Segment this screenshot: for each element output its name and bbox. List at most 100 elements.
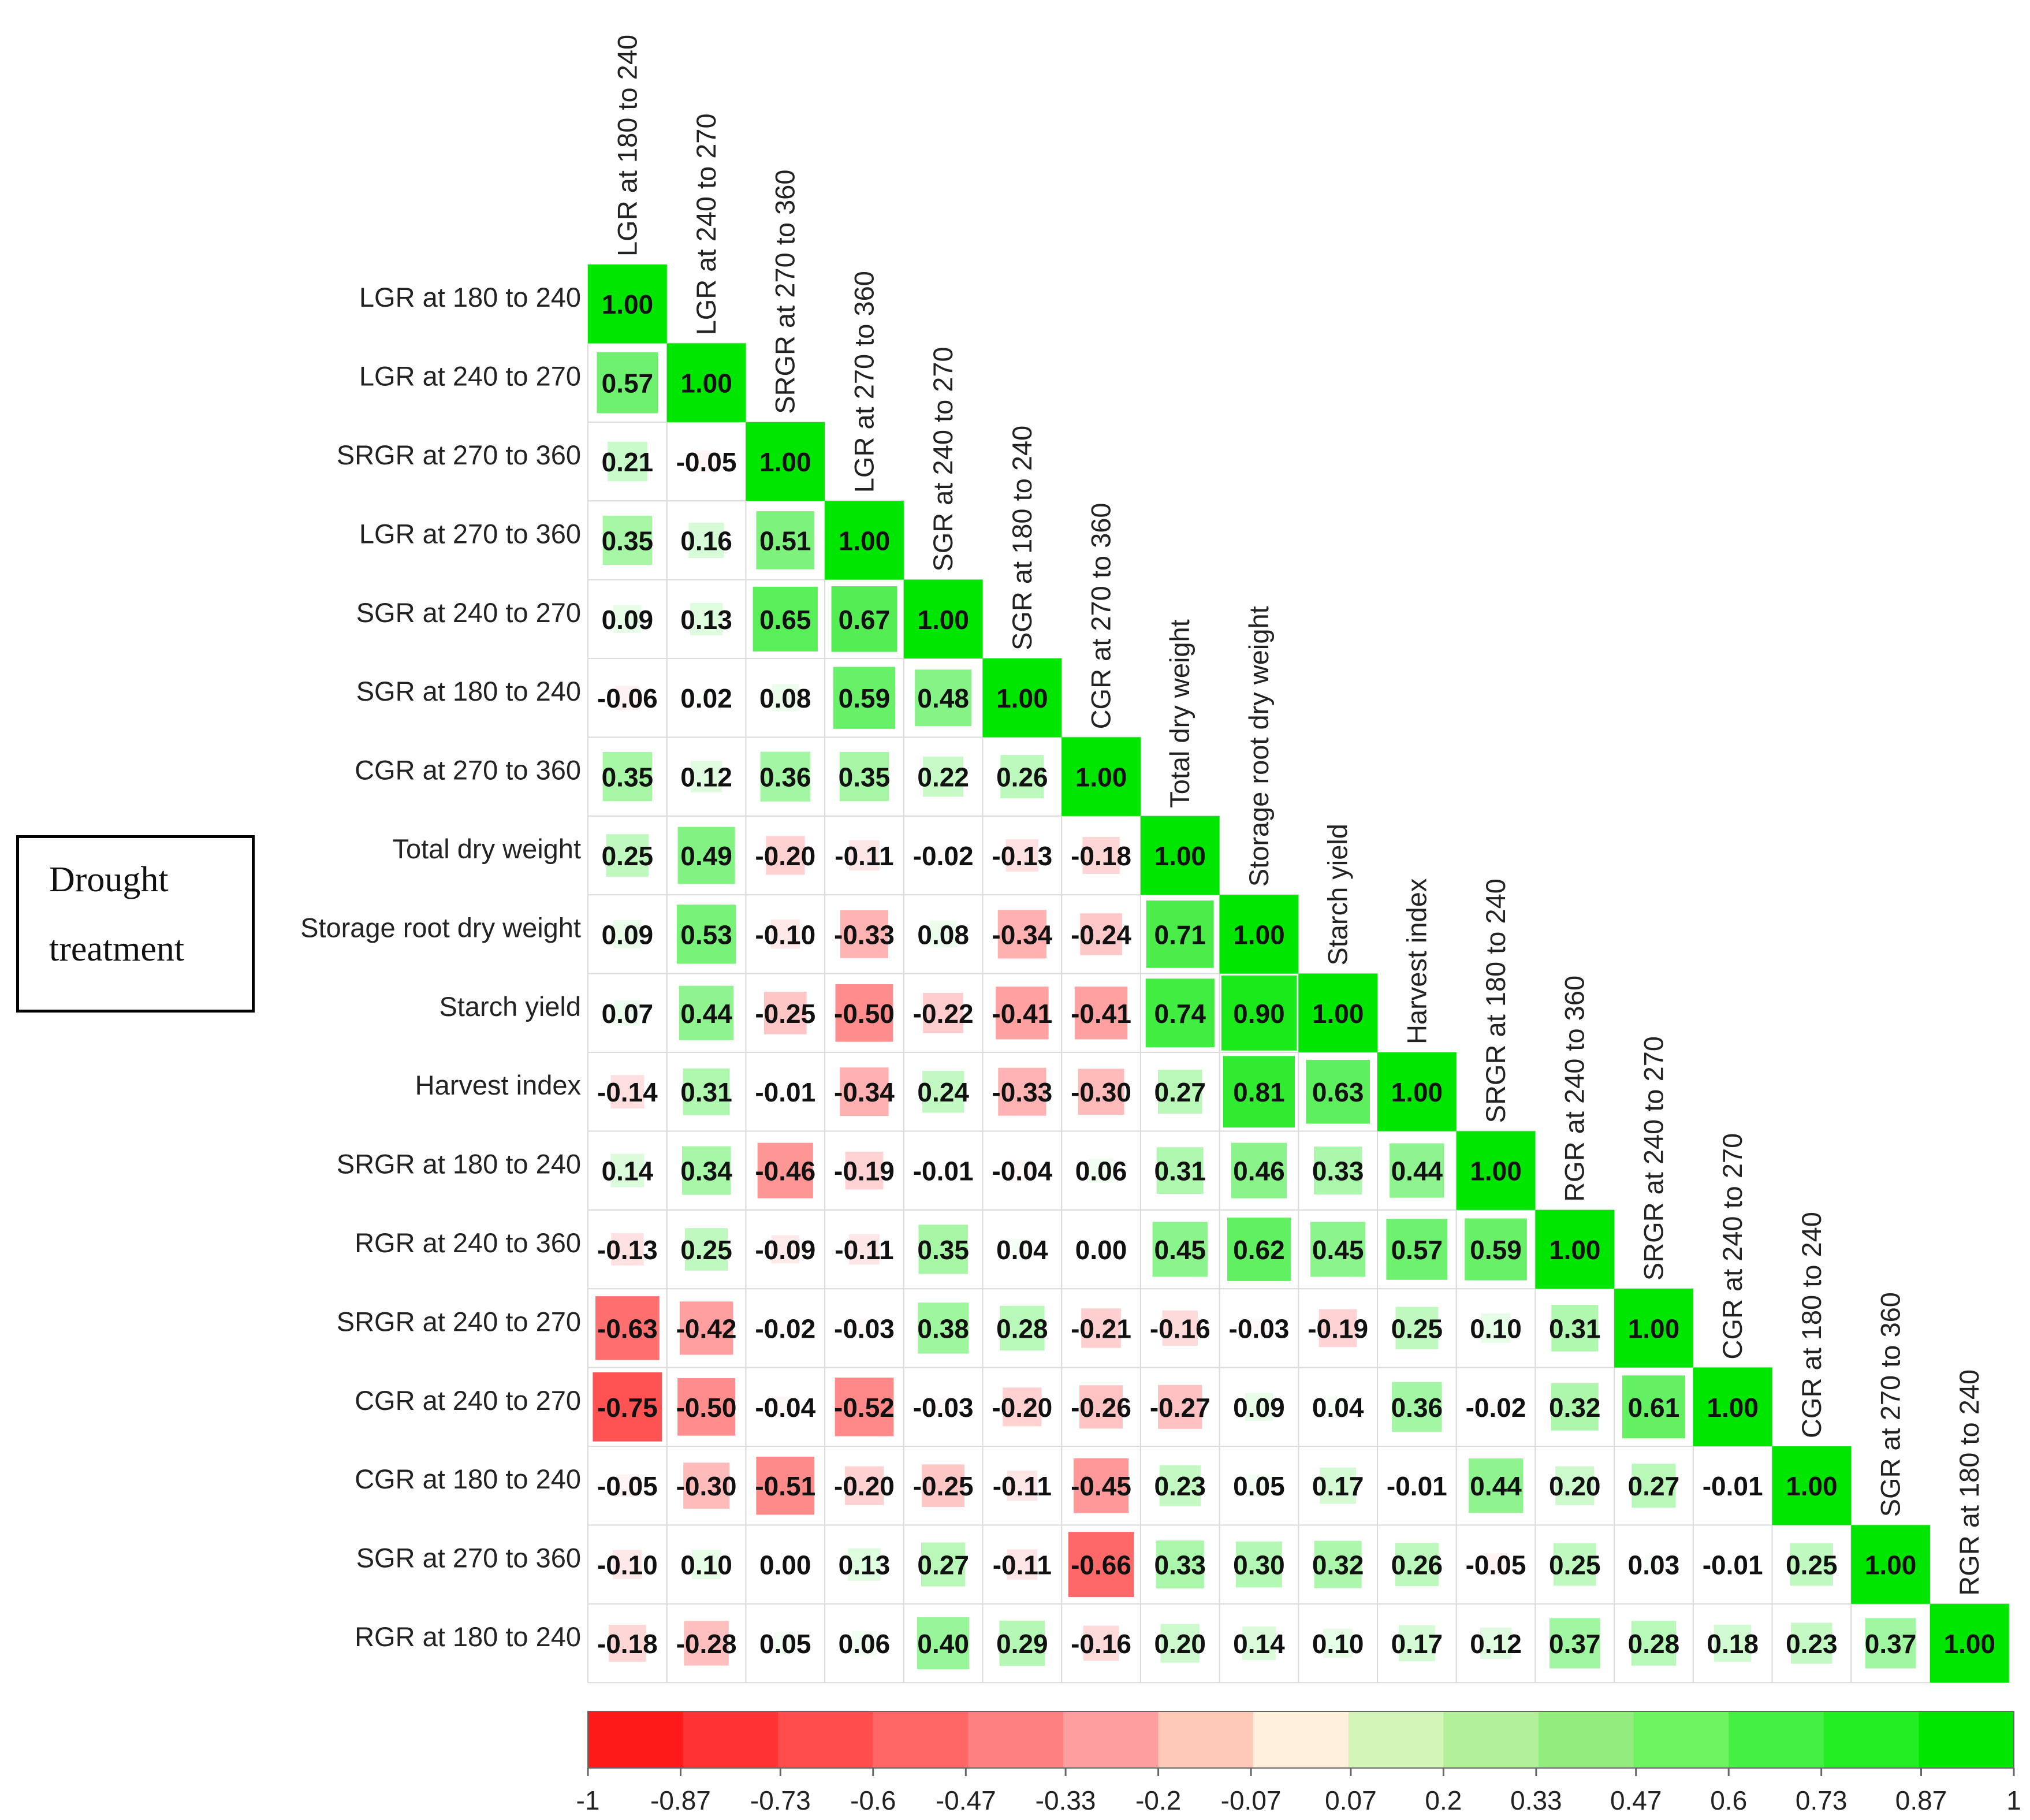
corr-cell — [1223, 1056, 1295, 1128]
corr-cell — [844, 1466, 884, 1505]
corr-cell — [915, 669, 972, 727]
corr-cell — [677, 1378, 735, 1436]
corr-cell — [1314, 1540, 1362, 1588]
treatment-label-line1: Drought — [49, 860, 169, 899]
corr-cell — [1236, 1541, 1282, 1588]
corr-cell — [611, 1233, 644, 1266]
corr-cell — [1327, 1396, 1349, 1417]
colorbar-tick-label: 1 — [2006, 1785, 2021, 1815]
corr-value-label: -0.13 — [992, 841, 1052, 871]
corr-value-label: 0.45 — [1312, 1235, 1364, 1265]
corr-value-label: 0.06 — [1075, 1156, 1127, 1186]
row-label: SRGR at 270 to 360 — [337, 440, 581, 470]
corr-cell — [763, 991, 807, 1034]
corr-cell — [923, 756, 964, 797]
corr-value-label: -0.50 — [834, 999, 895, 1029]
colorbar-tick-label: -0.33 — [1036, 1785, 1096, 1815]
corr-cell — [1790, 1543, 1833, 1586]
corr-value-label: 0.17 — [1391, 1629, 1443, 1659]
corr-cell — [1714, 1624, 1752, 1662]
corr-value-label: 0.05 — [759, 1629, 811, 1659]
colorbar-segment — [1633, 1711, 1729, 1768]
corr-value-label: 0.12 — [680, 762, 732, 792]
colorbar-tick-label: 0.87 — [1895, 1785, 1947, 1815]
colorbar-tick-label: -0.2 — [1135, 1785, 1181, 1815]
column-label: Total dry weight — [1164, 619, 1195, 808]
corr-cell — [997, 910, 1046, 959]
corr-cell — [1080, 913, 1122, 955]
corr-cell — [1930, 1603, 2009, 1683]
corr-cell — [1098, 1246, 1105, 1253]
corr-value-label: 0.25 — [1786, 1550, 1838, 1580]
corr-cell — [833, 667, 896, 729]
corr-cell — [840, 910, 889, 958]
colorbar-tick-label: -0.47 — [936, 1785, 996, 1815]
corr-value-label: 0.27 — [1628, 1471, 1680, 1501]
corr-cell — [903, 579, 983, 658]
values-layer: 1.00 0.57 1.00 0.21 -0.05 1.00 0.35 0.16 0.51 1.0… — [597, 289, 1995, 1659]
column-label: Harvest index — [1401, 879, 1432, 1044]
corr-cell — [922, 1464, 965, 1508]
corr-value-label: 0.46 — [1233, 1156, 1285, 1186]
corr-cell — [1377, 1052, 1457, 1132]
corr-value-label: -0.52 — [834, 1393, 895, 1423]
corr-cell — [1082, 836, 1120, 874]
corr-value-label: -0.41 — [1071, 999, 1131, 1029]
row-label: Starch yield — [439, 991, 581, 1022]
corr-value-label: 0.23 — [1154, 1471, 1206, 1501]
corr-cell — [1772, 1446, 1852, 1525]
corr-cell — [602, 515, 653, 565]
corr-value-label: -0.50 — [676, 1393, 737, 1423]
corr-cell — [597, 352, 658, 414]
corr-cell — [998, 1067, 1046, 1116]
column-label: SRGR at 270 to 360 — [770, 170, 800, 414]
corr-cell — [1791, 1622, 1832, 1664]
corr-value-label: 0.31 — [1549, 1313, 1601, 1343]
corr-cell — [1487, 1398, 1504, 1416]
corr-value-label: 0.13 — [839, 1550, 891, 1580]
corr-cell — [684, 1621, 729, 1666]
corr-value-label: 0.04 — [1312, 1393, 1364, 1423]
corr-cell — [766, 836, 805, 875]
corr-value-label: -0.27 — [1150, 1393, 1210, 1423]
row-label: Harvest index — [415, 1070, 581, 1100]
corr-value-label: 1.00 — [1470, 1156, 1522, 1186]
corr-value-label: 0.67 — [839, 605, 891, 635]
corr-cell — [923, 992, 964, 1033]
corr-value-label: 0.09 — [602, 920, 654, 950]
corr-cell — [1551, 1383, 1599, 1431]
colorbar-segment — [968, 1711, 1064, 1768]
corr-value-label: 0.27 — [1154, 1077, 1206, 1107]
corr-value-label: -0.09 — [755, 1235, 815, 1265]
corr-value-label: 0.35 — [917, 1235, 969, 1265]
corr-cell — [1390, 1143, 1444, 1198]
corr-value-label: 0.45 — [1154, 1235, 1206, 1265]
corr-value-label: 0.61 — [1628, 1393, 1680, 1423]
row-label: CGR at 270 to 360 — [355, 755, 581, 786]
corr-value-label: 0.35 — [602, 526, 654, 556]
corr-value-label: -0.19 — [834, 1156, 895, 1186]
corr-cell — [848, 1548, 881, 1581]
colorbar-segment — [1919, 1711, 2014, 1768]
corr-value-label: -0.33 — [992, 1077, 1052, 1107]
row-label: RGR at 180 to 240 — [355, 1621, 581, 1652]
corr-value-label: 0.14 — [602, 1156, 654, 1186]
corr-cell — [1159, 1465, 1201, 1506]
row-label: LGR at 270 to 360 — [359, 518, 581, 549]
corr-value-label: 0.44 — [1470, 1471, 1522, 1501]
colorbar-tick-label: -0.07 — [1221, 1785, 1282, 1815]
corr-cell — [855, 1319, 874, 1338]
corr-cell — [1392, 1382, 1442, 1432]
row-label: Total dry weight — [392, 833, 581, 864]
colorbar-segment — [1158, 1711, 1254, 1768]
corr-value-label: 0.00 — [1075, 1235, 1127, 1265]
corr-cell — [1073, 1458, 1129, 1513]
corr-cell — [1553, 1543, 1596, 1586]
corr-cell — [1249, 1319, 1269, 1338]
corr-cell — [1310, 1222, 1366, 1277]
corr-value-label: -0.04 — [755, 1393, 815, 1423]
corr-value-label: -0.02 — [1466, 1393, 1526, 1423]
corr-value-label: 0.23 — [1786, 1629, 1838, 1659]
corr-cell — [1089, 1158, 1113, 1183]
corr-value-label: 0.17 — [1312, 1471, 1364, 1501]
